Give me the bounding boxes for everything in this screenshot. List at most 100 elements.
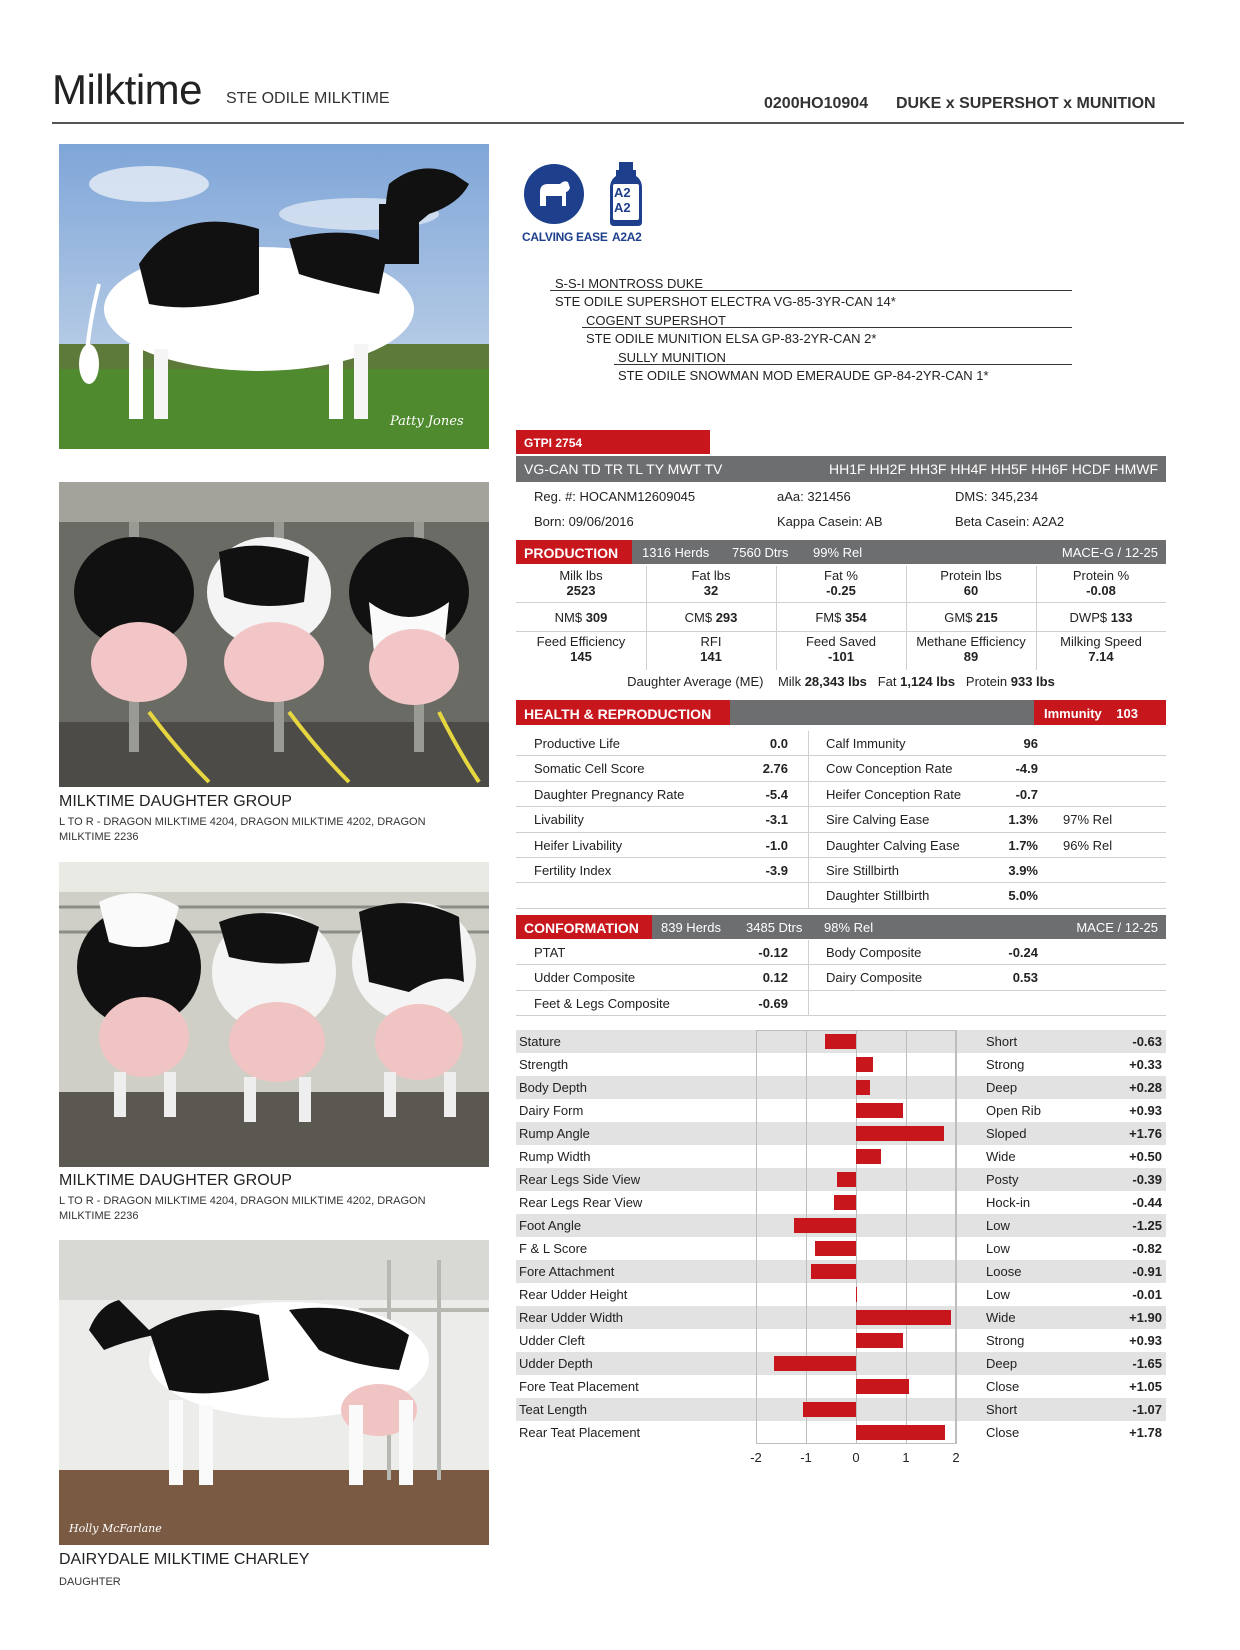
a2a2-bottle-icon (608, 162, 644, 226)
photo-subtitle: L TO R - DRAGON MILKTIME 4204, DRAGON MI… (59, 1195, 426, 1222)
linear-trait-descriptor: Low (986, 1241, 1010, 1256)
a2a2-label: A2A2 (612, 230, 642, 244)
linear-trait-bar (856, 1379, 909, 1394)
production-value: 145 (570, 649, 592, 664)
conformation-dtrs: 3485 Dtrs (746, 920, 803, 935)
pedigree-great-granddam: STE ODILE SNOWMAN MOD EMERAUDE GP-84-2YR… (618, 368, 989, 383)
production-label: Feed Saved (805, 634, 877, 649)
grid-divider (776, 603, 777, 631)
aaa-code: aAa: 321456 (777, 489, 851, 504)
linear-trait-value: -0.63 (1132, 1034, 1162, 1049)
grid-divider (1036, 632, 1037, 670)
linear-trait-value: -0.91 (1132, 1264, 1162, 1279)
health-trait-value: -3.9 (765, 863, 788, 878)
conformation-trait-label: Udder Composite (534, 970, 636, 986)
production-cell: Milking Speed 7.14 (1036, 632, 1166, 670)
linear-trait-descriptor: Close (986, 1425, 1020, 1440)
production-dtrs: 7560 Dtrs (732, 545, 789, 560)
production-label: CM$ (684, 610, 713, 625)
daughter-milk-label: Milk (777, 674, 802, 689)
linear-trait-name: Rear Udder Height (519, 1287, 628, 1302)
health-trait-label: Somatic Cell Score (534, 761, 645, 777)
health-trait-label: Heifer Livability (534, 837, 623, 853)
linear-trait-value: +0.33 (1129, 1057, 1162, 1072)
grid-divider (646, 632, 647, 670)
production-value: 7.14 (1088, 649, 1114, 664)
photo-title: MILKTIME DAUGHTER GROUP (59, 1172, 292, 1189)
health-trait-label: Daughter Stillbirth (826, 888, 930, 904)
linear-trait-row (516, 1122, 1166, 1145)
health-trait-label: Fertility Index (534, 863, 612, 878)
health-trait-rel: 96% Rel (1063, 837, 1113, 853)
linear-codes: VG-CAN TD TR TL TY MWT TV (524, 461, 723, 477)
health-trait-value: 1.3% (1008, 812, 1038, 828)
grid-divider (516, 989, 1166, 991)
linear-trait-descriptor: Strong (986, 1057, 1025, 1072)
daughter-average: Daughter Average (ME) Milk 28,343 lbs Fa… (516, 674, 1166, 689)
production-cell: Feed Efficiency 145 (516, 632, 646, 670)
linear-trait-bar (824, 1034, 856, 1049)
production-cell: Fat lbs 32 (646, 566, 776, 602)
production-value: 32 (703, 583, 719, 598)
production-cell: Protein % -0.08 (1036, 566, 1166, 602)
linear-trait-bar (856, 1310, 951, 1325)
linear-trait-bar (856, 1333, 903, 1348)
production-label: Feed Efficiency (536, 634, 626, 649)
conformation-trait-label: Body Composite (826, 945, 922, 960)
immunity-value: 103 (1116, 706, 1138, 721)
grid-divider (1036, 566, 1037, 602)
linear-trait-value: +0.93 (1129, 1333, 1162, 1348)
x-tick-label: -1 (800, 1450, 812, 1465)
pedigree-line (550, 290, 1072, 291)
a2-bottom-label: A2 (614, 200, 631, 215)
production-herds: 1316 Herds (642, 545, 710, 560)
linear-trait-name: Fore Teat Placement (519, 1379, 639, 1394)
health-trait-value: 96 (1023, 736, 1038, 751)
linear-trait-bar (856, 1080, 870, 1095)
linear-trait-descriptor: Low (986, 1287, 1010, 1302)
conformation-trait-label: Dairy Composite (826, 970, 923, 986)
production-value: 215 (976, 610, 998, 625)
kappa-casein: Kappa Casein: AB (777, 514, 883, 529)
pedigree-line (582, 327, 1072, 328)
photographer-credit: Patty Jones (390, 414, 464, 429)
x-tick-label: -2 (750, 1450, 762, 1465)
production-cell: FM$ 354 (776, 603, 906, 631)
conformation-trait-value: 0.12 (762, 970, 788, 986)
grid-divider (516, 806, 1166, 808)
bull-photo (59, 144, 489, 449)
health-trait-value: 2.76 (762, 761, 788, 777)
linear-trait-bar (802, 1402, 856, 1417)
production-label: Milk lbs (559, 568, 603, 583)
health-trait-value: -1.0 (765, 837, 788, 853)
bull-name: Milktime (52, 66, 203, 113)
production-grid: Milk lbs 2523 Fat lbs 32 Fat % -0.25 Protein l… (516, 566, 1166, 672)
production-label: Protein % (1072, 568, 1130, 583)
production-value: -0.25 (826, 583, 856, 598)
linear-traits-chart: Stature Short -0.63 Strength Strong +0.33 Body… (516, 1030, 1166, 1465)
linear-trait-bar (855, 1287, 857, 1302)
linear-trait-value: +1.05 (1129, 1379, 1162, 1394)
production-value: 309 (585, 610, 608, 625)
production-label: Methane Efficiency (916, 634, 1026, 649)
conformation-rel: 98% Rel (824, 920, 874, 935)
calving-ease-icon (522, 162, 586, 226)
production-value: 354 (844, 610, 867, 625)
linear-trait-descriptor: Short (986, 1034, 1018, 1049)
linear-trait-name: Teat Length (519, 1402, 587, 1417)
linear-trait-bar (836, 1172, 856, 1187)
grid-divider (646, 603, 647, 631)
daughter-fat-label: Fat (877, 674, 897, 689)
grid-divider (516, 964, 1166, 966)
linear-trait-descriptor: Deep (986, 1356, 1018, 1371)
linear-trait-name: Rear Udder Width (519, 1310, 624, 1325)
health-trait-label: Sire Calving Ease (826, 812, 930, 828)
linear-trait-bar (815, 1241, 856, 1256)
linear-trait-value: +0.50 (1129, 1149, 1162, 1164)
linear-trait-bar (810, 1264, 856, 1279)
linear-trait-value: +1.90 (1129, 1310, 1162, 1325)
grid-divider (906, 603, 907, 631)
linear-trait-name: Body Depth (519, 1080, 587, 1095)
linear-trait-row (516, 1306, 1166, 1329)
pedigree-granddam: STE ODILE MUNITION ELSA GP-83-2YR-CAN 2* (586, 331, 877, 346)
